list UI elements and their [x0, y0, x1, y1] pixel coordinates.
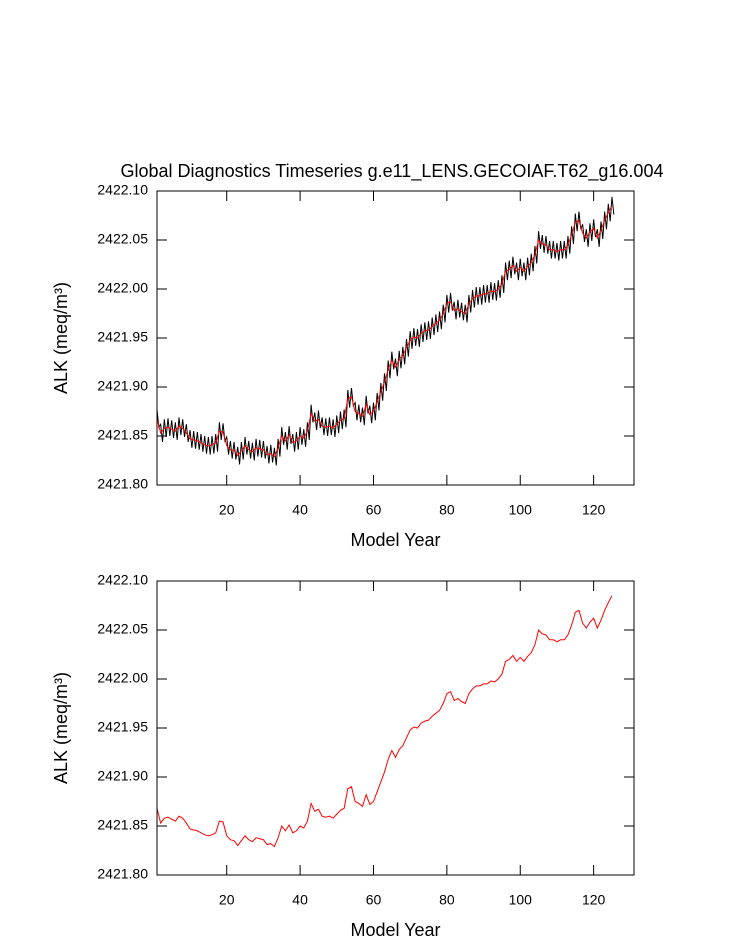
- chart-title: Global Diagnostics Timeseries g.e11_LENS…: [121, 161, 664, 182]
- y-tick-label: 2421.90: [97, 768, 148, 784]
- x-tick-label: 40: [292, 502, 308, 518]
- x-tick-label: 20: [219, 502, 235, 518]
- x-tick-label: 20: [219, 892, 235, 908]
- y-tick-label: 2421.90: [97, 378, 148, 394]
- y-tick-label: 2421.85: [97, 427, 148, 443]
- x-tick-label: 120: [582, 892, 606, 908]
- x-tick-label: 80: [439, 502, 455, 518]
- y-tick-label: 2422.05: [97, 621, 148, 637]
- y-tick-label: 2422.00: [97, 280, 148, 296]
- x-tick-label: 60: [366, 892, 382, 908]
- x-tick-label: 120: [582, 502, 606, 518]
- data-line: [157, 595, 613, 848]
- y-tick-label: 2421.95: [97, 719, 148, 735]
- data-line: [157, 205, 613, 458]
- x-tick-label: 100: [509, 502, 533, 518]
- y-tick-label: 2422.10: [97, 182, 148, 198]
- x-axis-label: Model Year: [350, 530, 440, 550]
- x-tick-label: 40: [292, 892, 308, 908]
- x-axis-label: Model Year: [350, 920, 440, 940]
- x-tick-label: 100: [509, 892, 533, 908]
- y-tick-label: 2421.80: [97, 866, 148, 882]
- y-tick-label: 2422.10: [97, 572, 148, 588]
- y-tick-label: 2421.85: [97, 817, 148, 833]
- y-tick-label: 2421.95: [97, 329, 148, 345]
- y-tick-label: 2422.05: [97, 231, 148, 247]
- y-tick-label: 2422.00: [97, 670, 148, 686]
- y-tick-label: 2421.80: [97, 476, 148, 492]
- x-tick-label: 80: [439, 892, 455, 908]
- y-axis-label: ALK (meq/m³): [51, 672, 71, 784]
- x-tick-label: 60: [366, 502, 382, 518]
- y-axis-label: ALK (meq/m³): [51, 282, 71, 394]
